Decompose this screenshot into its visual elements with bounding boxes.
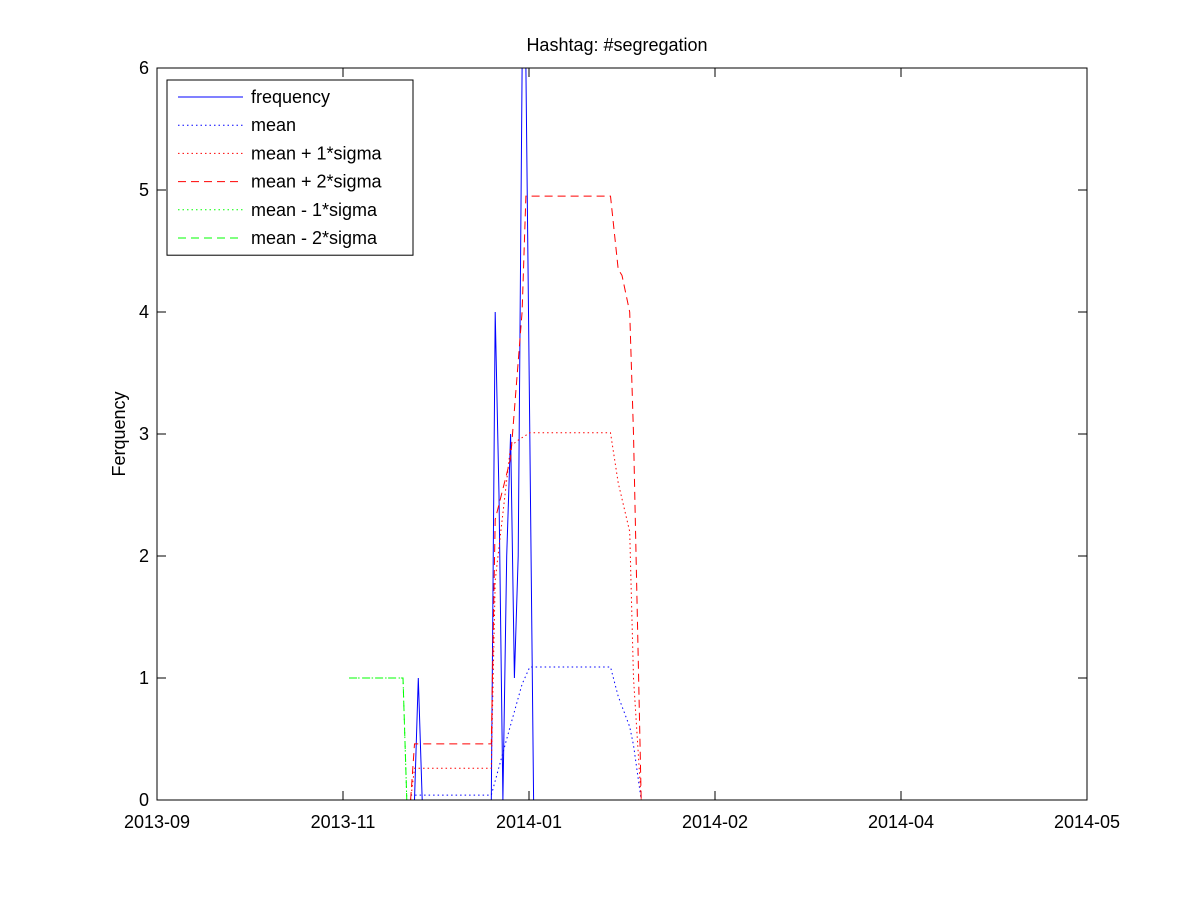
series-line-5 [349,677,408,800]
series-line-2 [410,432,642,800]
x-tick-label-4: 2014-04 [868,812,934,832]
legend: frequency mean mean + 1*sigma mean + 2*sigm… [166,79,414,256]
y-axis-label: Ferquency [109,391,129,476]
y-tick-label-0: 0 [139,790,149,810]
y-tick-label-6: 6 [139,58,149,78]
series-line-1 [410,666,642,800]
legend-box [166,79,414,256]
y-tick-label-2: 2 [139,546,149,566]
x-tick-label-0: 2013-09 [124,812,190,832]
plot-area: 2013-09 2013-11 2014-01 2014-02 2014-04 2014-… [124,58,1120,832]
x-tick-label-5: 2014-05 [1054,812,1120,832]
x-tick-label-3: 2014-02 [682,812,748,832]
y-tick-label-3: 3 [139,424,149,444]
legend-label-2: mean + 1*sigma [251,143,383,163]
series-line-4 [349,677,408,800]
legend-label-4: mean - 1*sigma [251,200,378,220]
y-tick-label-4: 4 [139,302,149,322]
legend-label-1: mean [251,115,296,135]
legend-label-3: mean + 2*sigma [251,172,383,192]
legend-label-0: frequency [251,87,330,107]
series-group [349,68,642,800]
y-tick-label-5: 5 [139,180,149,200]
series-line-3 [410,195,642,800]
series-line-0 [414,68,535,800]
chart-title: Hashtag: #segregation [526,35,707,55]
legend-label-5: mean - 2*sigma [251,228,378,248]
x-tick-label-2: 2014-01 [496,812,562,832]
x-tick-label-1: 2013-11 [311,812,376,832]
y-tick-label-1: 1 [139,668,149,688]
